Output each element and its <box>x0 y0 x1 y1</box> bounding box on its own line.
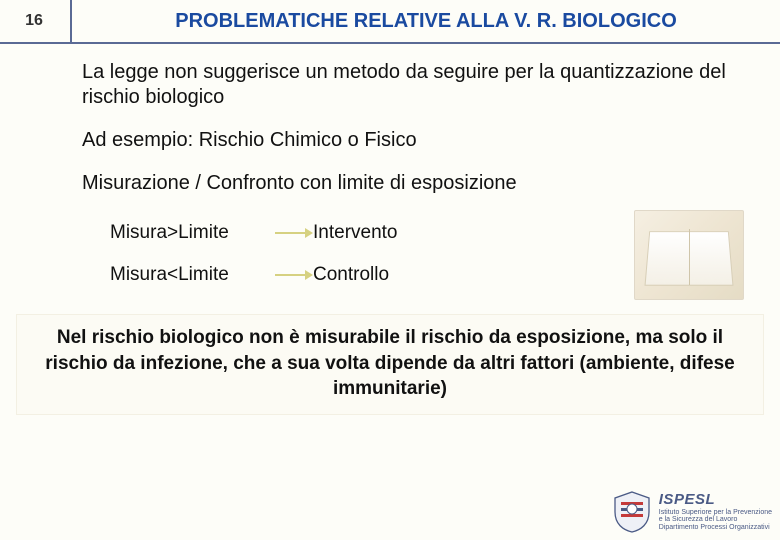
logo-text: ISPESL Istituto Superiore per la Prevenz… <box>659 492 772 532</box>
logo-shield-icon <box>611 490 653 534</box>
slide-title: PROBLEMATICHE RELATIVE ALLA V. R. BIOLOG… <box>72 0 780 42</box>
logo-acronym: ISPESL <box>659 492 772 509</box>
paragraph-example: Ad esempio: Rischio Chimico o Fisico <box>82 128 752 153</box>
comparison-block: Misura>Limite Intervento Misura<Limite C… <box>82 214 752 306</box>
page-number: 16 <box>0 0 70 42</box>
logo-line: e la Sicurezza del Lavoro <box>659 516 772 524</box>
note-box: Nel rischio biologico non è misurabile i… <box>16 314 764 415</box>
logo-area: ISPESL Istituto Superiore per la Prevenz… <box>611 490 772 534</box>
arrow-icon <box>275 232 311 234</box>
comparison-rows: Misura>Limite Intervento Misura<Limite C… <box>82 214 634 306</box>
arrow-icon <box>275 274 311 276</box>
comparison-right: Intervento <box>313 222 398 244</box>
comparison-left: Misura<Limite <box>110 264 275 286</box>
book-image <box>634 210 744 300</box>
header-row: 16 PROBLEMATICHE RELATIVE ALLA V. R. BIO… <box>0 0 780 44</box>
comparison-row: Misura<Limite Controllo <box>110 264 634 286</box>
logo-line: Dipartimento Processi Organizzativi <box>659 524 772 532</box>
paragraph-measure: Misurazione / Confronto con limite di es… <box>82 171 752 196</box>
comparison-right: Controllo <box>313 264 389 286</box>
comparison-left: Misura>Limite <box>110 222 275 244</box>
logo-line: Istituto Superiore per la Prevenzione <box>659 509 772 517</box>
paragraph-intro: La legge non suggerisce un metodo da seg… <box>82 60 752 110</box>
comparison-row: Misura>Limite Intervento <box>110 222 634 244</box>
content-area: La legge non suggerisce un metodo da seg… <box>0 44 780 306</box>
